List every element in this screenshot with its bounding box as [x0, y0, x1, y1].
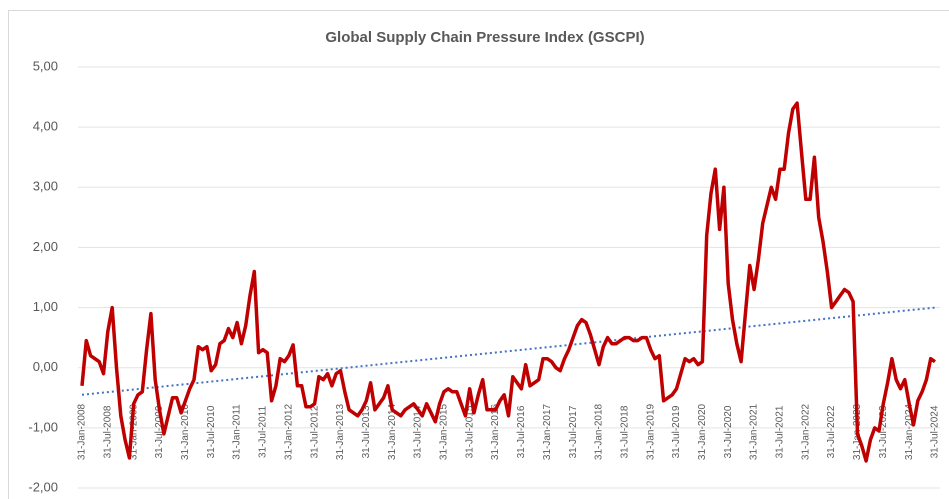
x-tick-label: 31-Jul-2010	[206, 405, 217, 458]
y-tick-label: -1,00	[28, 419, 58, 434]
x-tick-label: 31-Jan-2012	[283, 403, 294, 460]
chart-title: Global Supply Chain Pressure Index (GSCP…	[325, 29, 644, 46]
x-tick-label: 31-Jan-2019	[645, 403, 656, 460]
x-tick-label: 31-Jul-2022	[826, 405, 837, 458]
y-tick-label: 1,00	[33, 299, 58, 314]
chart-frame	[8, 10, 949, 499]
x-tick-label: 31-Jul-2018	[619, 405, 630, 458]
x-tick-label: 31-Jul-2014	[413, 405, 424, 458]
x-tick-label: 31-Jul-2013	[361, 405, 372, 458]
data-line	[80, 101, 937, 463]
x-tick-label: 31-Jul-2012	[309, 405, 320, 458]
x-tick-label: 31-Jan-2024	[904, 403, 915, 460]
x-tick-label: 31-Jan-2022	[800, 403, 811, 460]
x-tick-label: 31-Jul-2024	[930, 405, 941, 458]
y-tick-label: 0,00	[33, 359, 58, 374]
x-tick-label: 31-Jul-2023	[878, 405, 889, 458]
x-tick-label: 31-Jan-2013	[335, 403, 346, 460]
x-tick-label: 31-Jan-2017	[542, 403, 553, 460]
x-tick-label: 31-Jul-2008	[102, 405, 113, 458]
x-tick-label: 31-Jan-2018	[594, 403, 605, 460]
x-tick-label: 31-Jan-2011	[232, 404, 243, 460]
y-tick-label: 4,00	[33, 119, 58, 134]
x-tick-label: 31-Jan-2009	[128, 403, 139, 460]
y-tick-label: 2,00	[33, 239, 58, 254]
x-tick-label: 31-Jan-2008	[77, 403, 88, 460]
x-tick-label: 31-Jul-2011	[258, 406, 269, 459]
x-tick-label: 31-Jan-2014	[387, 403, 398, 460]
x-tick-label: 31-Jul-2016	[516, 405, 527, 458]
x-tick-label: 31-Jan-2020	[697, 403, 708, 460]
x-tick-label: 31-Jan-2015	[439, 403, 450, 460]
x-tick-label: 31-Jul-2021	[775, 405, 786, 458]
y-tick-label: -2,00	[28, 479, 58, 494]
x-tick-label: 31-Jul-2009	[154, 405, 165, 458]
y-tick-label: 5,00	[33, 58, 58, 73]
x-tick-label: 31-Jan-2010	[180, 403, 191, 460]
x-tick-label: 31-Jan-2021	[749, 403, 760, 460]
x-tick-label: 31-Jul-2017	[568, 405, 579, 458]
x-tick-label: 31-Jan-2016	[490, 403, 501, 460]
x-tick-label: 31-Jul-2019	[671, 405, 682, 458]
y-tick-label: 3,00	[33, 179, 58, 194]
x-tick-label: 31-Jul-2020	[723, 405, 734, 458]
x-tick-label: 31-Jul-2015	[464, 405, 475, 458]
